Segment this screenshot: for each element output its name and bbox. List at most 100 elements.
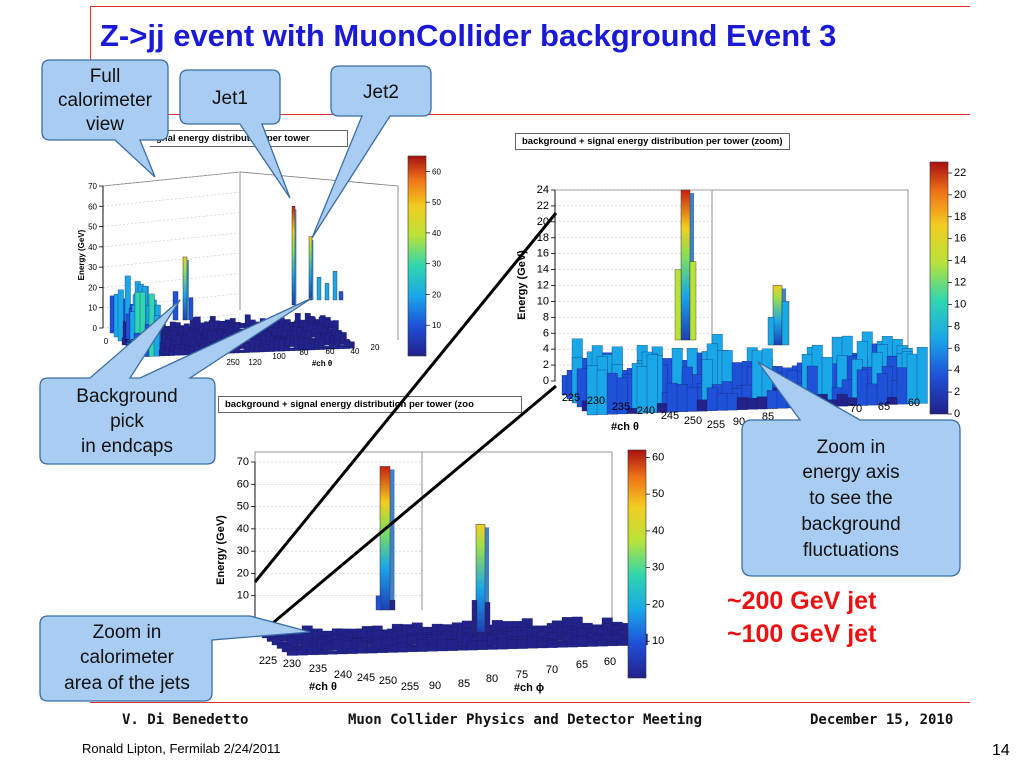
chart2-bg-tower [706, 387, 718, 411]
chart1-gridline [102, 232, 241, 248]
chart3-bg-tower [466, 640, 478, 651]
chart1-bg-tower [338, 345, 345, 349]
chart3-y-tick-label: 90 [429, 680, 441, 692]
chart3-x-tick-label: 255 [401, 681, 419, 693]
slide-title: Z->jj event with MuonCollider background… [100, 18, 837, 53]
chart1-bg-tower [318, 337, 325, 350]
chart1-colorbar-label: 30 [432, 260, 441, 269]
callout-zoom-energy: Zoom in energy axis to see the backgroun… [741, 361, 961, 577]
chart1-bg-tower [284, 338, 291, 347]
chart2-z-tick-label: 6 [543, 327, 549, 339]
chart3-bg-tower [496, 638, 508, 650]
chart1-peak-shoulder [332, 271, 338, 301]
chart3-y-tick-label: 70 [546, 664, 558, 676]
chart1-bg-tower [258, 345, 265, 353]
chart2-bg-tower [756, 396, 768, 410]
chart2-bg-tower [596, 369, 608, 415]
chart2-z-tick-label: 24 [537, 184, 549, 196]
chart2-x-tick-label: 255 [707, 419, 725, 431]
chart3-peak [475, 524, 486, 633]
chart2-bg-tower [666, 382, 678, 413]
chart3-colorbar-label: 50 [652, 488, 664, 500]
chart3-bg-tower [616, 639, 628, 646]
chart1-peak [308, 236, 313, 301]
chart2-z-tick-label: 10 [537, 295, 549, 307]
chart3-bg-tower [436, 639, 448, 652]
chart3-peak [379, 466, 391, 611]
chart1-gridline [102, 273, 241, 288]
chart3-z-tick-label: 30 [237, 545, 249, 557]
chart3-bg-tower [316, 650, 328, 655]
chart2-colorbar-label: 20 [954, 189, 966, 201]
chart1-bg-tower [263, 344, 270, 352]
chart1-x-tick-label: 80 [300, 348, 309, 357]
chart2-bg-tower [896, 367, 908, 405]
panel2-title-text: background + signal energy distribution … [522, 136, 783, 147]
chart3-z-tick-label: 70 [237, 456, 249, 468]
chart1-bg-tower [253, 348, 260, 353]
chart1-x-tick-label: 60 [326, 347, 335, 356]
chart2-bg-tower [736, 397, 748, 410]
chart2-peak-shoulder [781, 301, 790, 346]
callout-zoom-area-line3: area of the jets [64, 673, 190, 694]
chart1-x-tick-label: 0 [104, 337, 109, 346]
chart1-x-tick-label: 100 [272, 352, 286, 361]
chart3-x-tick-label: 230 [283, 658, 301, 670]
callout-zoom-area-line2: calorimeter [80, 647, 175, 668]
title-top-rule [90, 6, 970, 7]
chart2-colorbar-label: 16 [954, 233, 966, 245]
chart3-peak-side [390, 469, 395, 610]
callout-background-line2: pick [110, 411, 144, 432]
chart2-colorbar-label: 14 [954, 255, 966, 267]
chart3-bg-tower [421, 626, 433, 634]
chart1-bg-tower [313, 340, 320, 350]
chart1-z-tick-label: 50 [88, 223, 97, 232]
chart3-bg-tower [446, 639, 458, 651]
chart2-bg-tower [766, 390, 778, 409]
chart3-z-tick-label: 20 [237, 567, 249, 579]
chart2-colorbar-label: 2 [954, 386, 960, 398]
chart1-gridline [102, 313, 241, 329]
chart3-y-tick-label: 60 [604, 656, 616, 668]
chart1-gridline [102, 192, 241, 207]
chart3-bg-tower [346, 648, 358, 654]
chart1-z-axis-label: Energy (GeV) [77, 229, 86, 280]
chart1-z-tick-label: 60 [88, 202, 97, 211]
chart2-peak-shoulder [674, 269, 682, 341]
callout-zoom-energy-line4: background [801, 514, 900, 535]
chart3-bg-tower [331, 638, 343, 651]
callout-background-pick: Background pick in endcaps [39, 297, 313, 465]
callout-jet2: Jet2 [311, 65, 432, 239]
chart3-bg-tower [561, 633, 573, 644]
chart1-bg-tower [278, 339, 285, 352]
chart3-z-tick-label: 50 [237, 501, 249, 513]
chart1-colorbar-label: 40 [432, 229, 441, 238]
chart3-bg-tower [606, 641, 618, 647]
chart1-peak-shoulder [338, 291, 344, 301]
chart3-bg-tower [296, 649, 308, 656]
callout-zoom-energy-line2: energy axis [802, 462, 899, 483]
panel2-title: background + signal energy distribution … [515, 133, 790, 150]
chart2-z-tick-label: 0 [543, 375, 549, 387]
chart3-bg-tower [326, 650, 338, 655]
chart2-bg-tower [876, 373, 888, 405]
chart3-x-axis-label: #ch θ [309, 681, 337, 693]
chart1-bg-tower [288, 347, 295, 351]
chart2-peak-shoulder [689, 261, 697, 341]
chart1-x-tick-label: 20 [371, 343, 380, 352]
callout-background-line1: Background [76, 386, 177, 407]
callout-jet2-text: Jet2 [363, 82, 399, 103]
chart-full-calorimeter: 0 10 20 30 40 50 60 70 Energy (GeV) 0 50 250 120 100 8… [77, 155, 441, 368]
chart-zoom-area: 10 20 30 40 50 60 70 Energy (GeV) 225 230 235 240 24… [215, 449, 664, 694]
chart2-z-tick-label: 16 [537, 248, 549, 260]
chart1-peak [291, 206, 296, 306]
callout-zoom-area-line1: Zoom in [93, 622, 162, 643]
footer-author: V. Di Benedetto [122, 712, 249, 728]
chart3-bg-tower [506, 639, 518, 650]
chart1-colorbar [407, 155, 427, 357]
chart1-z-tick-label: 30 [88, 263, 97, 272]
chart1-x-axis-label: #ch θ [312, 359, 332, 368]
chart3-bg-tower [356, 628, 368, 639]
callout-full-view-line3: view [86, 114, 124, 135]
